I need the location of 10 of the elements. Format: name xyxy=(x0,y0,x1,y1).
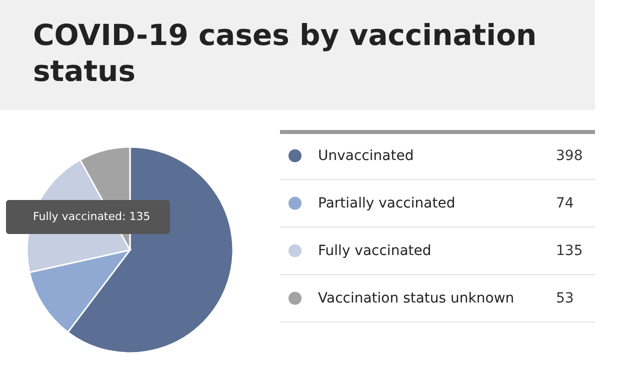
legend-label: Unvaccinated xyxy=(318,148,414,164)
legend-label: Vaccination status unknown xyxy=(318,290,514,306)
legend-label: Fully vaccinated xyxy=(318,242,432,259)
chart-title: COVID-19 cases by vaccination status xyxy=(33,18,537,88)
legend-label: Partially vaccinated xyxy=(318,195,456,212)
data-label: 135 xyxy=(556,242,583,259)
data-label: 53 xyxy=(556,290,574,306)
data-label: 74 xyxy=(556,195,574,212)
data-label: 398 xyxy=(556,148,583,164)
text: Fully vaccinated: 135 xyxy=(33,210,150,223)
